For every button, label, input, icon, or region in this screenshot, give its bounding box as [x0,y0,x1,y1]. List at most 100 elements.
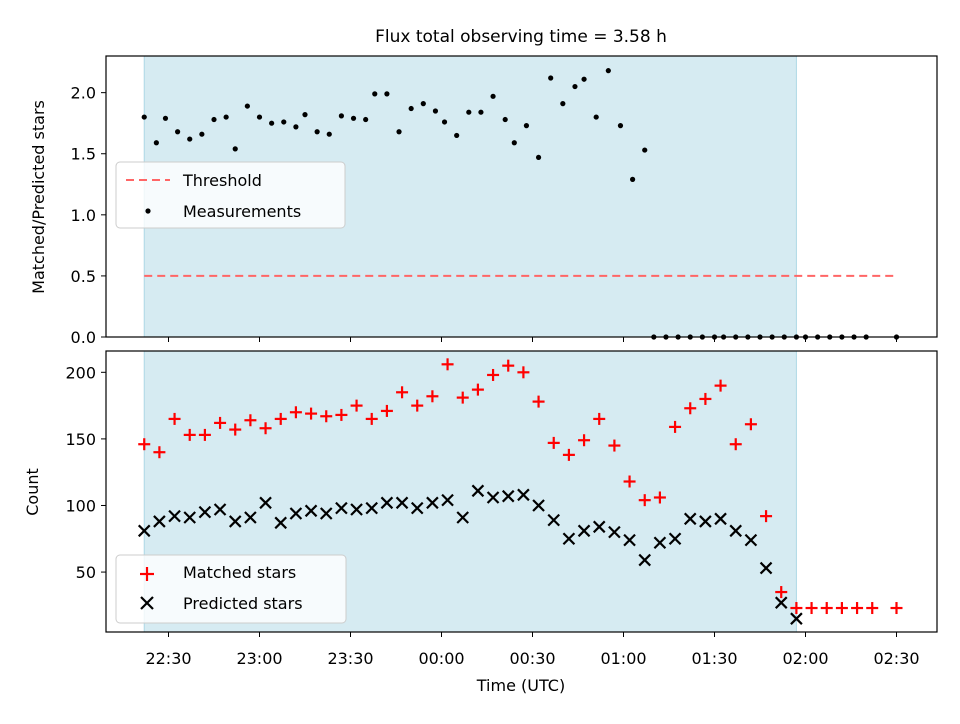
matched-star-point [729,438,742,451]
matched-star-point [380,404,393,417]
matched-star-point [350,399,363,412]
predicted-star-point [380,496,394,510]
matched-star-point [805,602,818,615]
measurement-point [256,114,263,120]
measurement-point [269,120,275,126]
top-y-axis-label: Matched/Predicted stars [29,100,48,294]
measurement-point [454,132,460,139]
measurement-point [396,129,402,135]
x-tick-label: 00:30 [509,649,555,668]
x-tick-label: 02:30 [873,649,919,668]
y-tick-label: 0.5 [71,267,96,286]
y-tick-label: 2.0 [71,84,96,103]
measurement-point [490,93,496,99]
predicted-star-point [714,512,727,526]
matched-star-point [320,410,333,423]
matched-star-point [562,448,575,461]
x-tick-label: 01:30 [691,649,737,668]
measurement-point [314,129,320,135]
predicted-star-point [350,503,363,516]
measurement-point [244,103,250,109]
measurement-point [326,131,332,137]
predicted-stars-points [137,484,803,625]
matched-star-point [335,408,348,421]
measurement-point [211,116,217,123]
measurement-point [408,105,414,112]
bottom-y-ticks: 50 100 150 200 [65,363,106,582]
y-tick-label: 200 [65,363,96,382]
predicted-star-point [426,496,439,510]
measurement-point [293,124,299,130]
bottom-x-ticks: 22:30 23:00 23:30 00:00 00:30 01:00 01:30 02:00… [145,632,920,668]
measurement-point [617,123,624,129]
predicted-star-point [365,501,379,515]
matched-star-point [153,446,166,459]
measurement-point [420,101,426,107]
measurement-point [153,140,159,146]
predicted-star-point [274,516,288,530]
matched-star-point [890,602,903,615]
x-tick-label: 00:00 [418,649,464,668]
matched-star-point [426,390,439,403]
measurement-point [223,114,229,120]
measurement-point [441,119,448,125]
x-tick-label: 23:00 [236,649,282,668]
predicted-star-point [183,511,197,524]
matched-star-point [259,422,272,435]
measurement-point [232,146,238,152]
y-tick-label: 1.0 [71,206,96,225]
matched-star-point [608,439,621,452]
x-axis-label: Time (UTC) [476,676,565,695]
matched-star-point [198,428,211,441]
predicted-star-point [547,513,561,527]
measurement-point [281,119,287,125]
matched-star-point [487,368,500,381]
predicted-star-point [456,511,470,524]
measurement-point [162,115,169,121]
matched-star-point [820,602,833,615]
measurement-points [141,68,900,340]
measurement-point [466,109,472,115]
predicted-star-point [319,507,333,520]
measurement-point [560,101,566,107]
bottom-legend: Matched stars Predicted stars [115,554,347,624]
measurement-point [593,114,599,120]
matched-star-point [775,586,788,599]
predicted-star-point [638,553,652,567]
chart-title: Flux total observing time = 3.58 h [375,27,667,47]
measurement-point [432,108,439,114]
matched-star-point [517,366,530,379]
predicted-star-point [699,515,712,528]
predicted-star-point [517,488,530,502]
bottom-legend-box [115,554,347,624]
matched-star-point [411,399,424,412]
predicted-star-point [441,493,454,507]
legend-matched-label: Matched stars [183,563,296,582]
measurement-point [372,91,378,97]
matched-star-point [244,414,257,427]
predicted-star-point [501,489,515,503]
predicted-star-point [335,501,348,515]
matched-star-point [714,379,727,392]
measurement-point [511,140,517,146]
predicted-star-point [168,509,181,523]
top-y-ticks: 0.0 0.5 1.0 1.5 2.0 [71,84,106,347]
matched-star-point [684,402,697,415]
predicted-star-point [683,512,697,526]
measurement-point [187,136,193,142]
matched-star-point [760,510,773,523]
matched-star-point [396,386,409,399]
y-tick-label: 150 [65,430,96,449]
predicted-star-point [790,612,803,625]
matched-star-point [305,407,318,420]
matched-star-point [138,438,151,451]
predicted-star-point [304,504,318,518]
measurement-point [302,112,308,118]
matched-star-point [532,395,545,408]
predicted-star-point [577,524,591,538]
predicted-star-point [608,525,621,539]
matched-star-point [623,475,636,488]
predicted-star-point [532,499,545,512]
measurement-point [605,68,611,74]
matched-star-point [851,602,864,615]
